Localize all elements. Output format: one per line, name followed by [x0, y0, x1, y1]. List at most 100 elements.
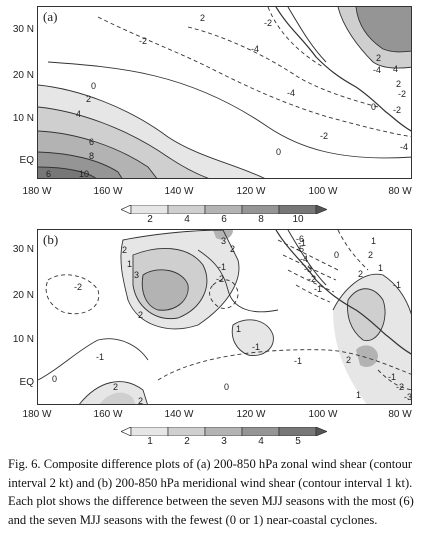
shade-b-east-3	[356, 345, 378, 367]
clabel-b-27: -1	[388, 372, 396, 382]
lon-label-180w-a: 180 W	[22, 186, 52, 197]
lon-label-160w-b: 160 W	[93, 409, 123, 420]
contours-a	[38, 7, 411, 178]
clabel-a-11: 8	[89, 151, 94, 161]
clabel-b-14: 2	[113, 382, 118, 392]
clabel-b-24: 2	[368, 250, 373, 260]
clabel-a-8: 2	[86, 94, 91, 104]
clabel-b-2: 1	[127, 259, 132, 269]
baja-a	[287, 7, 327, 63]
cbar-a-label-4: 10	[292, 214, 304, 225]
cbar-a-label-0: 2	[147, 214, 153, 225]
clabel-a-1: -2	[264, 18, 272, 28]
coastline-b	[275, 230, 411, 355]
lat-label-10n-b: 10 N	[12, 334, 34, 345]
clabel-b-18: -5	[296, 244, 304, 254]
clabel-b-0: -2	[74, 282, 82, 292]
lon-label-180w-b: 180 W	[22, 409, 52, 420]
clabel-a-4: -4	[287, 88, 295, 98]
panel-b-contour-plot: -2 2 1 3 3 2 -1 -2 2 1 -1 0 -1 0 2 2 -1 …	[38, 230, 412, 405]
clabel-b-25: -1	[393, 280, 401, 290]
clabel-b-1: 2	[122, 245, 127, 255]
cbar-a-label-3: 8	[258, 214, 264, 225]
clabel-a-10: 6	[89, 137, 94, 147]
clabel-b-6: -1	[218, 262, 226, 272]
clabel-a-20: -2	[398, 89, 406, 99]
clabel-a-21: 6	[46, 169, 51, 179]
baja-b	[287, 230, 327, 286]
clabel-b-23: 1	[371, 236, 376, 246]
lat-label-10n-a: 10 N	[12, 113, 34, 124]
figure-caption: Fig. 6. Composite difference plots of (a…	[8, 457, 414, 527]
dashed-contours-b	[45, 230, 411, 391]
lon-label-100w-b: 100 W	[308, 409, 338, 420]
lon-label-80w-b: 80 W	[388, 409, 412, 420]
panel-b-map: -2 2 1 3 3 2 -1 -2 2 1 -1 0 -1 0 2 2 -1 …	[37, 229, 412, 405]
lon-label-140w-b: 140 W	[164, 409, 194, 420]
clabel-b-30: 2	[358, 269, 363, 279]
clabel-a-16: -4	[373, 65, 381, 75]
cbar-b-label-0: 1	[147, 436, 153, 447]
clabel-b-5: 2	[230, 244, 235, 254]
shade-b-mid-1	[232, 319, 274, 356]
shade-a-ne-4	[356, 7, 411, 52]
clabel-b-28: -2	[396, 382, 404, 392]
lon-label-120w-b: 120 W	[236, 409, 266, 420]
panel-a-map: 2 -2 -2 -4 -4 -2 0 0 2 4 6 8 10 0 -2 -4 …	[37, 6, 412, 179]
clabel-a-2: -2	[139, 36, 147, 46]
clabel-a-19: 2	[396, 79, 401, 89]
lat-label-30n-b: 30 N	[12, 244, 34, 255]
shade-a-10	[38, 167, 96, 178]
clabel-b-31: 1	[378, 263, 383, 273]
clabel-b-29: -3	[404, 392, 412, 402]
shade-b-top-3	[213, 230, 233, 240]
clabel-b-22: -1	[314, 284, 322, 294]
clabel-a-7: 0	[276, 147, 281, 157]
colorbar-b	[121, 427, 327, 436]
clabel-a-5: -2	[320, 131, 328, 141]
clabel-b-19: -4	[300, 254, 308, 264]
lat-label-eq-b: EQ	[19, 377, 34, 388]
clabel-b-17: -6	[296, 234, 304, 244]
lon-label-100w-a: 100 W	[308, 186, 338, 197]
lat-label-30n-a: 30 N	[12, 24, 34, 35]
clabel-a-17: 2	[376, 53, 381, 63]
clabel-a-12: 10	[79, 169, 89, 179]
clabel-a-14: -2	[393, 105, 401, 115]
clabel-b-33: -1	[294, 356, 302, 366]
lon-label-120w-a: 120 W	[236, 186, 266, 197]
lon-label-80w-a: 80 W	[388, 186, 412, 197]
panel-a-label: (a)	[42, 9, 59, 25]
shade-b-east-2	[347, 288, 386, 341]
cbar-b-label-2: 3	[221, 436, 227, 447]
clabel-b-16: -1	[298, 238, 306, 248]
clabel-b-15: 2	[138, 396, 143, 405]
cbar-b-label-4: 5	[295, 436, 301, 447]
lat-label-20n-b: 20 N	[12, 290, 34, 301]
cbar-a-label-2: 6	[221, 214, 227, 225]
panel-b-label: (b)	[42, 232, 60, 248]
cbar-b-label-1: 2	[184, 436, 190, 447]
clabel-a-3: -4	[251, 44, 259, 54]
coastline-a	[275, 7, 411, 132]
clabel-b-9: 1	[236, 324, 241, 334]
clabel-a-6: 0	[91, 81, 96, 91]
cbar-b-label-3: 4	[258, 436, 264, 447]
clabel-b-8: 2	[138, 310, 143, 320]
clabel-b-7: -2	[216, 274, 224, 284]
dashed-contours-a	[97, 7, 411, 138]
clabel-b-3: 3	[134, 270, 139, 280]
clabel-b-26: 2	[346, 355, 351, 365]
lat-label-20n-a: 20 N	[12, 70, 34, 81]
clabel-a-0: 2	[200, 13, 205, 23]
clabel-b-20: -3	[304, 264, 312, 274]
clabel-b-13: 0	[224, 382, 229, 392]
clabel-a-9: 4	[76, 109, 81, 119]
clabel-a-13: 0	[371, 102, 376, 112]
colorbar-a	[121, 205, 327, 214]
lat-label-eq-a: EQ	[19, 155, 34, 166]
cbar-a-label-1: 4	[184, 214, 190, 225]
clabel-b-32: 0	[334, 250, 339, 260]
clabel-b-4: 3	[221, 236, 226, 246]
clabel-b-21: -2	[308, 274, 316, 284]
